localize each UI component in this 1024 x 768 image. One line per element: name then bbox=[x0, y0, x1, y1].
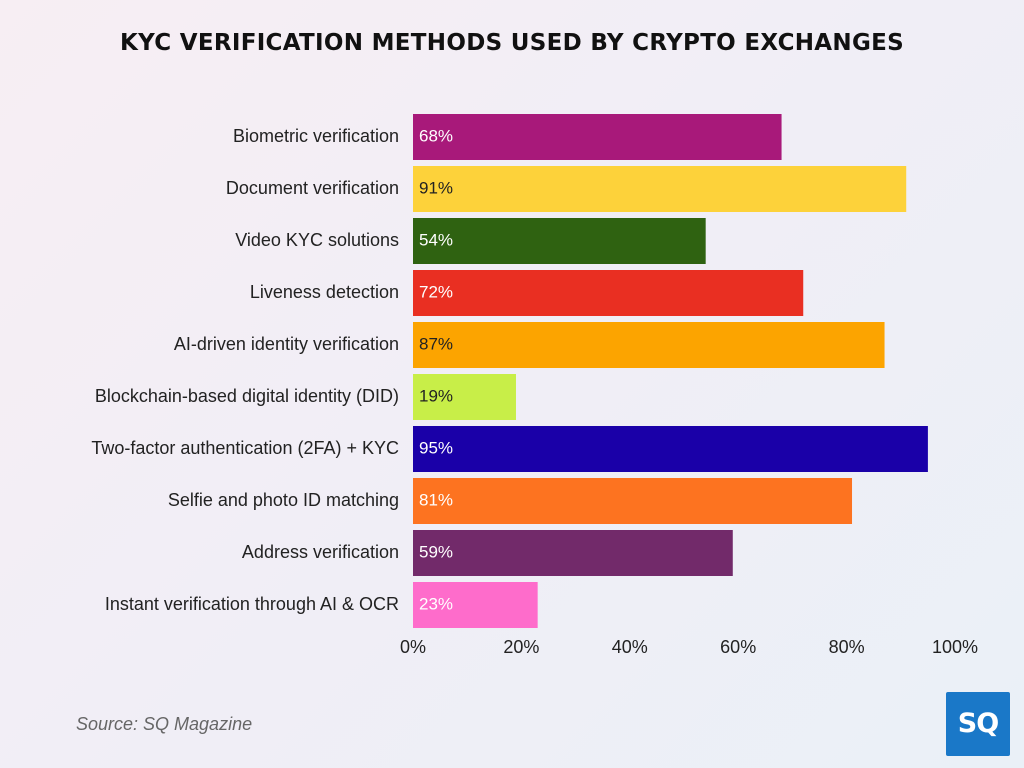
chart-title: KYC VERIFICATION METHODS USED BY CRYPTO … bbox=[119, 30, 905, 56]
value-label: 81% bbox=[419, 490, 453, 509]
category-label: Biometric verification bbox=[233, 126, 399, 146]
bar bbox=[413, 114, 782, 160]
category-label: Document verification bbox=[226, 178, 399, 198]
bar bbox=[413, 270, 804, 316]
x-tick-label: 0% bbox=[400, 637, 426, 657]
category-label: Blockchain-based digital identity (DID) bbox=[95, 386, 399, 406]
x-tick-label: 40% bbox=[612, 637, 648, 657]
category-label: Address verification bbox=[242, 542, 399, 562]
value-label: 68% bbox=[419, 126, 453, 145]
source-note: Source: SQ Magazine bbox=[76, 714, 253, 734]
category-label: Selfie and photo ID matching bbox=[168, 490, 399, 510]
category-label: Video KYC solutions bbox=[235, 230, 399, 250]
bar bbox=[413, 166, 907, 212]
bar bbox=[413, 374, 516, 420]
x-tick-label: 20% bbox=[503, 637, 539, 657]
value-label: 95% bbox=[419, 438, 453, 457]
value-label: 72% bbox=[419, 282, 453, 301]
logo-text: SQ bbox=[957, 708, 999, 739]
category-label: Two-factor authentication (2FA) + KYC bbox=[91, 438, 399, 458]
bar bbox=[413, 530, 733, 576]
value-label: 23% bbox=[419, 594, 453, 613]
bar-chart: Biometric verification 68% Document verifi… bbox=[91, 114, 978, 657]
bar bbox=[413, 218, 706, 264]
x-tick-label: 100% bbox=[932, 637, 978, 657]
bar bbox=[413, 478, 853, 524]
bar bbox=[413, 426, 928, 472]
category-label: Instant verification through AI & OCR bbox=[105, 594, 399, 614]
x-tick-label: 60% bbox=[720, 637, 756, 657]
value-label: 87% bbox=[419, 334, 453, 353]
bar bbox=[413, 582, 538, 628]
x-tick-label: 80% bbox=[829, 637, 865, 657]
category-label: Liveness detection bbox=[250, 282, 399, 302]
value-label: 59% bbox=[419, 542, 453, 561]
category-label: AI-driven identity verification bbox=[174, 334, 399, 354]
value-label: 19% bbox=[419, 386, 453, 405]
sq-logo: SQ bbox=[946, 692, 1010, 756]
bar bbox=[413, 322, 885, 368]
value-label: 54% bbox=[419, 230, 453, 249]
value-label: 91% bbox=[419, 178, 453, 197]
